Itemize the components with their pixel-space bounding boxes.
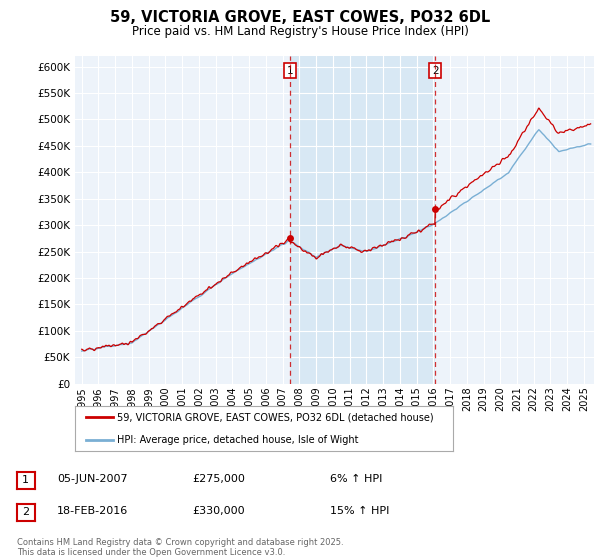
Text: £330,000: £330,000	[192, 506, 245, 516]
Text: HPI: Average price, detached house, Isle of Wight: HPI: Average price, detached house, Isle…	[116, 435, 358, 445]
Text: 2: 2	[432, 66, 439, 76]
Text: 2: 2	[22, 507, 29, 517]
Text: £275,000: £275,000	[192, 474, 245, 484]
Text: 18-FEB-2016: 18-FEB-2016	[57, 506, 128, 516]
Text: 15% ↑ HPI: 15% ↑ HPI	[330, 506, 389, 516]
Text: 59, VICTORIA GROVE, EAST COWES, PO32 6DL (detached house): 59, VICTORIA GROVE, EAST COWES, PO32 6DL…	[116, 412, 433, 422]
Text: 1: 1	[22, 475, 29, 486]
Text: 59, VICTORIA GROVE, EAST COWES, PO32 6DL: 59, VICTORIA GROVE, EAST COWES, PO32 6DL	[110, 10, 490, 25]
Text: Contains HM Land Registry data © Crown copyright and database right 2025.
This d: Contains HM Land Registry data © Crown c…	[17, 538, 343, 557]
Text: 05-JUN-2007: 05-JUN-2007	[57, 474, 128, 484]
Text: 1: 1	[286, 66, 293, 76]
Bar	[290, 56, 435, 384]
Text: 6% ↑ HPI: 6% ↑ HPI	[330, 474, 382, 484]
Text: Price paid vs. HM Land Registry's House Price Index (HPI): Price paid vs. HM Land Registry's House …	[131, 25, 469, 38]
